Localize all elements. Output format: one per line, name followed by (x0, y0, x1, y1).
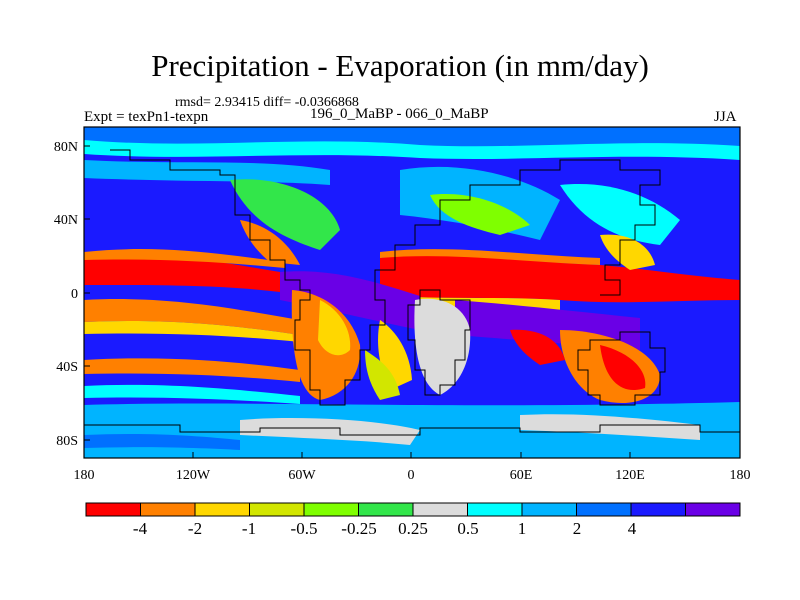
x-tick-label: 60W (288, 468, 316, 483)
x-tick-label: 120W (176, 468, 211, 483)
y-tick-label: 80S (56, 434, 78, 449)
colorbar-swatch (685, 502, 741, 517)
colorbar-label: -2 (188, 519, 202, 538)
colorbar-label: 0.5 (457, 519, 478, 538)
colorbar-swatch (630, 502, 686, 517)
colorbar-swatch (85, 502, 141, 517)
x-tick-label: 60E (510, 468, 533, 483)
x-tick-label: 180 (730, 468, 751, 483)
colorbar-swatch (412, 502, 468, 517)
y-tick-label: 40S (56, 360, 78, 375)
y-tick-label: 40N (54, 213, 78, 228)
colorbar (85, 502, 741, 517)
experiment-label: Expt = texPn1-texpn (84, 109, 209, 125)
colorbar-label: 1 (518, 519, 527, 538)
pme-field (84, 127, 740, 458)
colorbar-label: -1 (242, 519, 256, 538)
colorbar-label: -4 (133, 519, 148, 538)
colorbar-swatch (303, 502, 359, 517)
colorbar-swatch (358, 502, 414, 517)
x-tick-label: 120E (615, 468, 645, 483)
coastline-outline (84, 149, 740, 436)
colorbar-label: 0.25 (398, 519, 428, 538)
rmsd-stats-label: rmsd= 2.93415 diff= -0.0366868 (175, 95, 359, 110)
colorbar-swatch (249, 502, 305, 517)
colorbar-swatch (576, 502, 632, 517)
colorbar-label: 4 (628, 519, 637, 538)
colorbar-swatch (140, 502, 196, 517)
colorbar-labels: -4 -2 -1 -0.5 -0.25 0.25 0.5 1 2 4 (133, 519, 637, 538)
colorbar-swatch (521, 502, 577, 517)
axis-ticks (83, 145, 741, 458)
colorbar-swatch (194, 502, 250, 517)
y-tick-label: 80N (54, 140, 78, 155)
colorbar-label: 2 (573, 519, 582, 538)
map-title: Precipitation - Evaporation (in mm/day) (151, 48, 649, 83)
periods-label: 196_0_MaBP - 066_0_MaBP (310, 106, 489, 122)
colorbar-label: -0.5 (291, 519, 318, 538)
y-tick-label: 0 (71, 287, 78, 302)
x-tick-label: 0 (408, 468, 415, 483)
colorbar-swatch (467, 502, 523, 517)
season-label: JJA (714, 109, 737, 125)
x-tick-label: 180 (74, 468, 95, 483)
colorbar-label: -0.25 (341, 519, 376, 538)
